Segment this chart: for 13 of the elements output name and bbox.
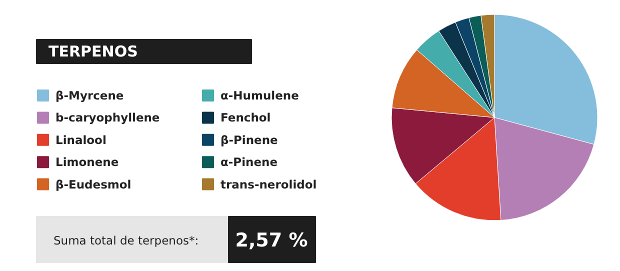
legend-label: Limonene [56,155,119,170]
legend-label: α-Pinene [220,155,278,170]
text: Suma total de terpenos*: [54,234,199,248]
legend-label: α-Humulene [220,88,300,102]
legend-label: trans-nerolidol [220,177,317,192]
legend-label: β-Pinene [220,132,278,147]
text: 2,57 % [235,230,308,252]
legend-label: Fenchol [220,110,271,125]
legend-label: β-Myrcene [56,88,124,102]
legend-label: b-caryophyllene [56,110,160,125]
text: TERPENOS [48,42,138,60]
legend-label: β-Eudesmol [56,177,132,192]
legend-label: Linalool [56,132,106,147]
